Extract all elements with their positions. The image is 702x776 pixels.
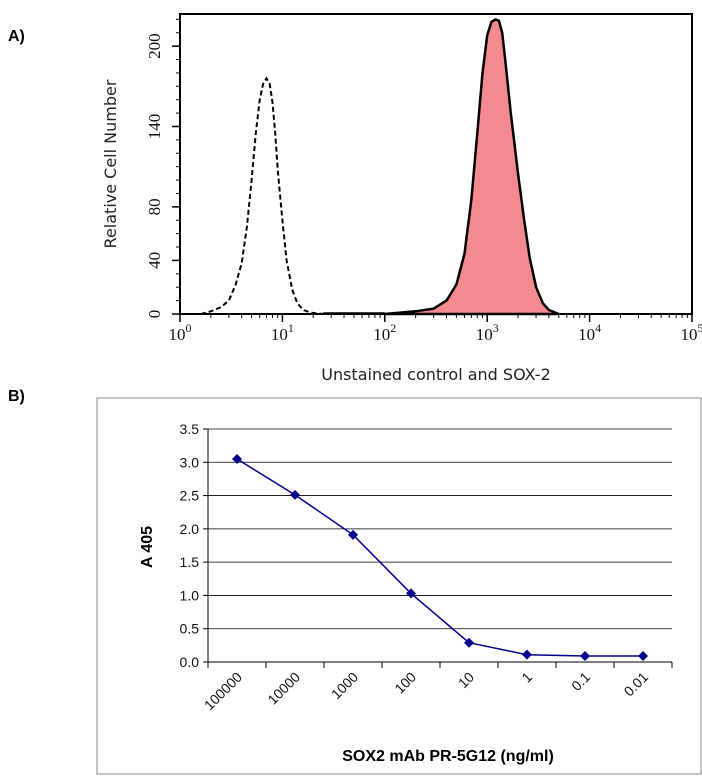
x-axis-label-a: Unstained control and SOX-2 <box>321 365 551 384</box>
x-tick-label-a: 101 <box>271 321 294 344</box>
y-tick-label-a: 200 <box>145 33 164 59</box>
x-tick-label-a: 105 <box>681 321 702 344</box>
y-axis-label-a: Relative Cell Number <box>101 79 120 248</box>
y-tick-label-a: 40 <box>145 252 164 269</box>
unstained-control-peak <box>200 76 324 315</box>
panel-a-label: A) <box>8 28 25 45</box>
y-tick-label-a: 0 <box>145 310 164 319</box>
x-tick-label-a: 103 <box>476 321 499 344</box>
x-tick-label-a: 102 <box>373 321 396 344</box>
panel-b-label: B) <box>8 388 25 405</box>
y-tick-label-a: 140 <box>145 114 164 140</box>
x-tick-label-a: 100 <box>169 321 192 344</box>
x-tick-label-a: 104 <box>578 321 601 344</box>
y-tick-label-a: 80 <box>145 198 164 215</box>
plot-a-frame <box>179 13 693 315</box>
sox2-filled-peak <box>383 18 561 316</box>
